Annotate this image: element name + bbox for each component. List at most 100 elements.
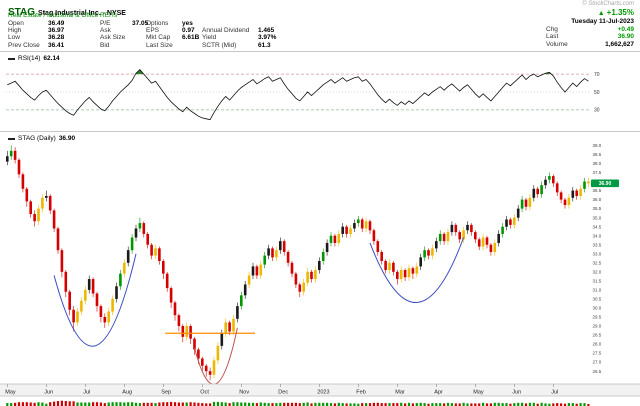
candle — [138, 217, 142, 233]
quote-field: Yield 3.97% — [202, 34, 276, 41]
quote-date: Tuesday 11-Jul-2023 — [571, 18, 634, 25]
quote-col: Open 36.49 High 36.97 Low 36.28 Prev Close 36.4… — [8, 20, 64, 49]
candle — [493, 239, 497, 256]
last-row: Last 36.90 — [546, 33, 634, 40]
candle — [481, 233, 485, 251]
header-divider — [0, 51, 640, 52]
svg-text:Jun: Jun — [44, 390, 53, 396]
quote-field: Last Size — [146, 42, 199, 49]
candle — [454, 223, 458, 236]
svg-text:Nov: Nov — [239, 390, 249, 396]
price-pane: 26.5 27.0 27.5 28.0 28.5 29.0 29.5 30.0 30.5 31.0… — [0, 143, 640, 406]
candle — [552, 174, 555, 187]
svg-text:50: 50 — [594, 90, 600, 96]
ticker-symbol: STAG — [8, 7, 36, 18]
svg-text:35.0: 35.0 — [593, 215, 602, 220]
price-axis: 26.5 27.0 27.5 28.0 28.5 29.0 29.5 30.0 30.5 31.0… — [593, 143, 602, 374]
quote-field-label: Options — [146, 20, 169, 27]
candle — [119, 270, 122, 290]
svg-text:32.5: 32.5 — [593, 260, 602, 265]
candle — [333, 233, 337, 247]
candle — [513, 214, 516, 229]
candle — [251, 262, 255, 280]
rsi-legend: RSI(14) 62.14 — [8, 55, 60, 62]
quote-field-label: High — [8, 27, 22, 35]
candle — [458, 230, 461, 243]
volume-row: Volume 1,662,627 — [546, 41, 634, 48]
candle — [466, 221, 469, 234]
svg-text:36.0: 36.0 — [593, 197, 602, 202]
candle — [376, 239, 380, 256]
candle — [193, 336, 196, 355]
candle — [56, 226, 60, 254]
svg-text:70: 70 — [594, 72, 600, 78]
svg-text:35.5: 35.5 — [593, 206, 602, 211]
candle — [411, 266, 415, 280]
up-arrow-icon: ▲ — [597, 10, 605, 17]
candle — [263, 251, 266, 269]
candle — [204, 363, 208, 377]
quote-field-value: 37.05 — [132, 20, 149, 27]
svg-text:Feb: Feb — [356, 390, 365, 396]
candle — [87, 275, 91, 294]
svg-text:38.5: 38.5 — [593, 152, 602, 157]
svg-text:29.5: 29.5 — [593, 315, 602, 320]
candle — [267, 244, 270, 260]
change-percent: ▲ +1.35% — [504, 8, 634, 17]
candle — [259, 261, 263, 280]
candle — [275, 246, 278, 261]
candle — [516, 205, 520, 222]
candle — [240, 291, 243, 310]
candle — [520, 195, 524, 213]
candle — [474, 230, 477, 243]
candle — [220, 329, 224, 350]
quote-field-value: 36.28 — [48, 34, 65, 42]
candle — [384, 259, 387, 274]
quote-field-label: Yield — [202, 34, 217, 42]
quote-field: Bid — [100, 42, 148, 49]
svg-text:34.5: 34.5 — [593, 224, 602, 229]
candle — [509, 217, 512, 229]
svg-text:30.0: 30.0 — [593, 306, 602, 311]
candle — [298, 282, 302, 298]
rsi-overbought-fill — [135, 69, 552, 75]
svg-text:33.5: 33.5 — [593, 242, 602, 247]
rsi-line — [7, 69, 589, 121]
last-price-badge: 36.90 — [591, 179, 619, 188]
candle — [216, 342, 220, 364]
candle — [528, 194, 532, 211]
candle — [575, 188, 578, 200]
svg-text:2023: 2023 — [317, 390, 329, 396]
quote-right-block: © StockCharts.com ▲ +1.35% Tuesday 11-Jul… — [504, 1, 634, 48]
svg-text:28.0: 28.0 — [593, 342, 602, 347]
svg-text:36.90: 36.90 — [599, 181, 612, 187]
price-series-label: STAG (Daily) — [18, 135, 56, 142]
candle — [48, 194, 52, 215]
candle — [470, 223, 473, 236]
candle — [446, 228, 450, 245]
chg-value: +0.49 — [617, 25, 634, 33]
quote-col: P/E 37.05 Ask Ask Size Bid — [100, 20, 148, 49]
svg-text:Dec: Dec — [278, 390, 288, 396]
quote-field-value: 36.97 — [48, 27, 65, 35]
svg-text:29.0: 29.0 — [593, 324, 602, 329]
quote-field-value: 6.61B — [182, 34, 200, 42]
candle — [321, 248, 325, 265]
quote-field: Ask — [100, 27, 148, 34]
candle — [142, 221, 146, 238]
quote-field: Options yes — [146, 20, 199, 27]
volume-strip — [6, 400, 590, 406]
candle — [126, 246, 130, 267]
candle — [68, 289, 71, 316]
candle — [95, 291, 99, 312]
candle — [13, 147, 17, 164]
candle — [177, 313, 181, 332]
candle — [431, 244, 434, 260]
quote-field-label: Open — [8, 20, 24, 27]
candle — [21, 172, 25, 193]
candle — [403, 268, 407, 281]
rsi-value: 62.14 — [43, 55, 60, 62]
quote-col: Annual Dividend 1.465 Yield 3.97% SCTR (Mid)… — [202, 20, 276, 49]
candle — [91, 277, 95, 298]
candle — [489, 242, 493, 256]
